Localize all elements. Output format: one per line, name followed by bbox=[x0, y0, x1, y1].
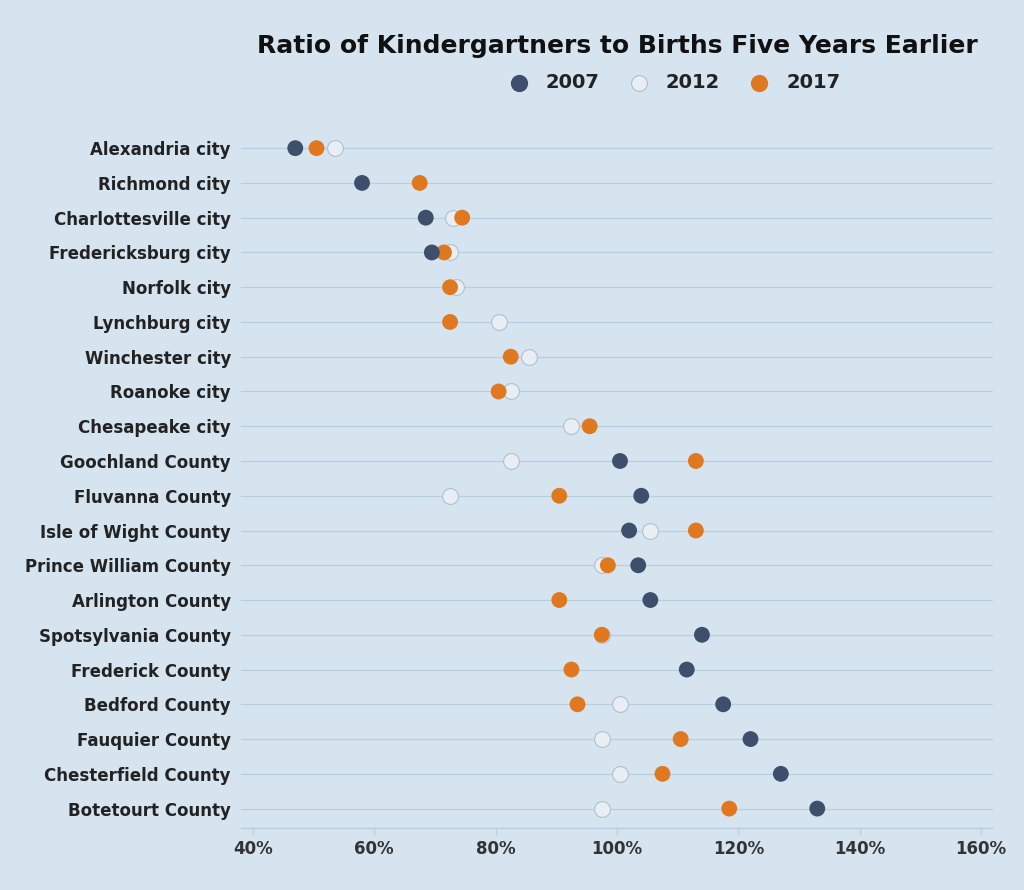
Point bbox=[441, 246, 458, 260]
Point bbox=[693, 627, 710, 642]
Point bbox=[594, 627, 610, 642]
Point bbox=[354, 176, 371, 190]
Point bbox=[688, 454, 705, 468]
Point bbox=[441, 315, 458, 329]
Point bbox=[654, 766, 671, 781]
Point bbox=[563, 419, 580, 433]
Point bbox=[418, 211, 434, 225]
Point bbox=[441, 489, 458, 503]
Point bbox=[327, 141, 343, 155]
Point bbox=[582, 419, 598, 433]
Point bbox=[642, 593, 658, 607]
Point bbox=[594, 627, 610, 642]
Point bbox=[600, 558, 616, 572]
Point bbox=[773, 766, 790, 781]
Point bbox=[721, 802, 737, 816]
Point bbox=[594, 732, 610, 746]
Point bbox=[715, 697, 731, 711]
Point bbox=[630, 558, 646, 572]
Point bbox=[594, 802, 610, 816]
Point bbox=[633, 489, 649, 503]
Legend: 2007, 2012, 2017: 2007, 2012, 2017 bbox=[492, 65, 848, 100]
Point bbox=[611, 766, 628, 781]
Point bbox=[611, 454, 628, 468]
Point bbox=[503, 384, 519, 399]
Point bbox=[287, 141, 303, 155]
Point bbox=[490, 384, 507, 399]
Point bbox=[688, 523, 705, 538]
Point bbox=[490, 315, 507, 329]
Point bbox=[308, 141, 325, 155]
Point bbox=[441, 280, 458, 295]
Point bbox=[454, 211, 470, 225]
Point bbox=[551, 489, 567, 503]
Point bbox=[621, 523, 637, 538]
Point bbox=[521, 350, 538, 364]
Point bbox=[679, 662, 695, 676]
Point bbox=[569, 697, 586, 711]
Point bbox=[742, 732, 759, 746]
Point bbox=[503, 350, 519, 364]
Point bbox=[551, 593, 567, 607]
Point bbox=[563, 662, 580, 676]
Point bbox=[809, 802, 825, 816]
Point bbox=[611, 697, 628, 711]
Point bbox=[444, 211, 461, 225]
Title: Ratio of Kindergartners to Births Five Years Earlier: Ratio of Kindergartners to Births Five Y… bbox=[257, 34, 977, 58]
Point bbox=[503, 454, 519, 468]
Point bbox=[642, 523, 658, 538]
Point bbox=[673, 732, 689, 746]
Point bbox=[436, 246, 453, 260]
Point bbox=[424, 246, 440, 260]
Point bbox=[447, 280, 464, 295]
Point bbox=[594, 558, 610, 572]
Point bbox=[412, 176, 428, 190]
